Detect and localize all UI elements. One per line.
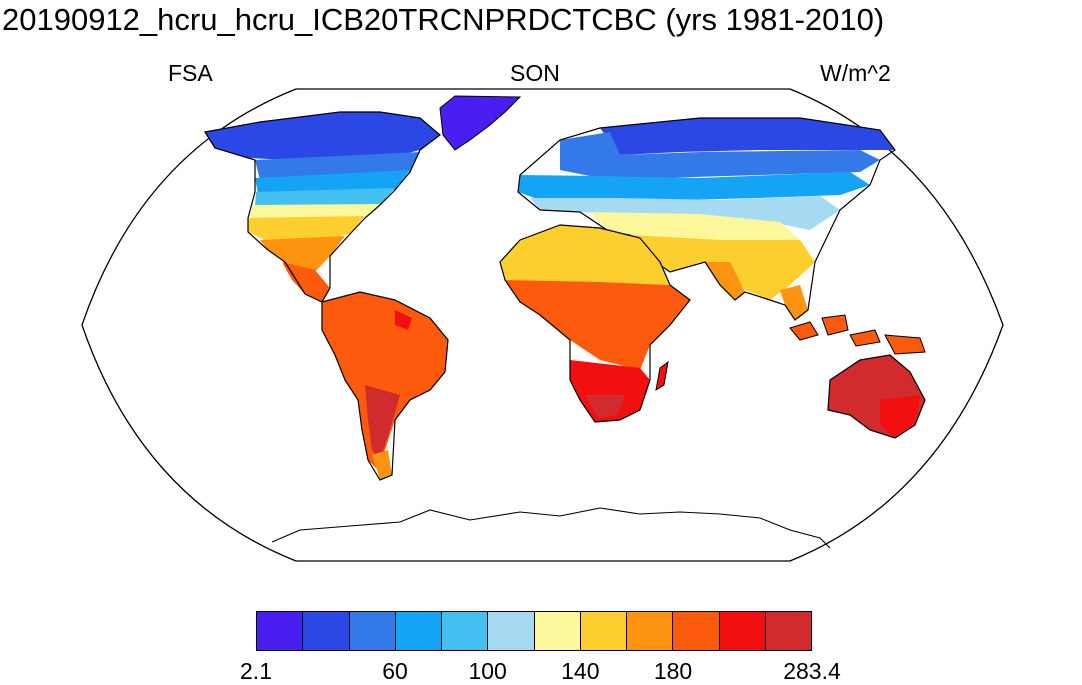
- colorbar-tick-label: 2.1: [240, 658, 272, 684]
- units-label: W/m^2: [820, 60, 891, 86]
- colorbar-box: [257, 612, 304, 650]
- colorbar-box: [719, 612, 766, 650]
- eurasia-region: [517, 117, 896, 321]
- colorbar-box: [349, 612, 396, 650]
- season-label: SON: [510, 60, 560, 86]
- south-america-region: [321, 291, 449, 481]
- colorbar-box: [442, 612, 489, 650]
- colorbar-box: [765, 612, 811, 650]
- variable-label: FSA: [168, 60, 213, 86]
- colorbar-box: [534, 612, 581, 650]
- colorbar-tick-label: 140: [561, 658, 600, 684]
- colorbar-tick-label: 283.4: [783, 658, 841, 684]
- plot-title: 20190912_hcru_hcru_ICB20TRCNPRDCTCBC (yr…: [2, 2, 885, 37]
- colorbar-tick-label: 60: [382, 658, 408, 684]
- colorbar-box: [303, 612, 350, 650]
- colorbar-box: [580, 612, 627, 650]
- colorbar-box: [673, 612, 720, 650]
- maritime-continent-region: [789, 314, 926, 355]
- colorbar-box: [488, 612, 535, 650]
- colorbar-tick-label: 180: [653, 658, 693, 684]
- north-america-region: [204, 111, 441, 303]
- greenland-region: [439, 95, 522, 151]
- colorbar-box: [395, 612, 442, 650]
- colorbar-box: [627, 612, 674, 650]
- antarctica-coastline: [271, 507, 831, 549]
- africa-region: [499, 224, 691, 423]
- colorbar-tick-label: 100: [468, 658, 507, 684]
- australia-region: [827, 354, 926, 439]
- colorbar: [256, 611, 812, 651]
- world-map: [81, 88, 1004, 562]
